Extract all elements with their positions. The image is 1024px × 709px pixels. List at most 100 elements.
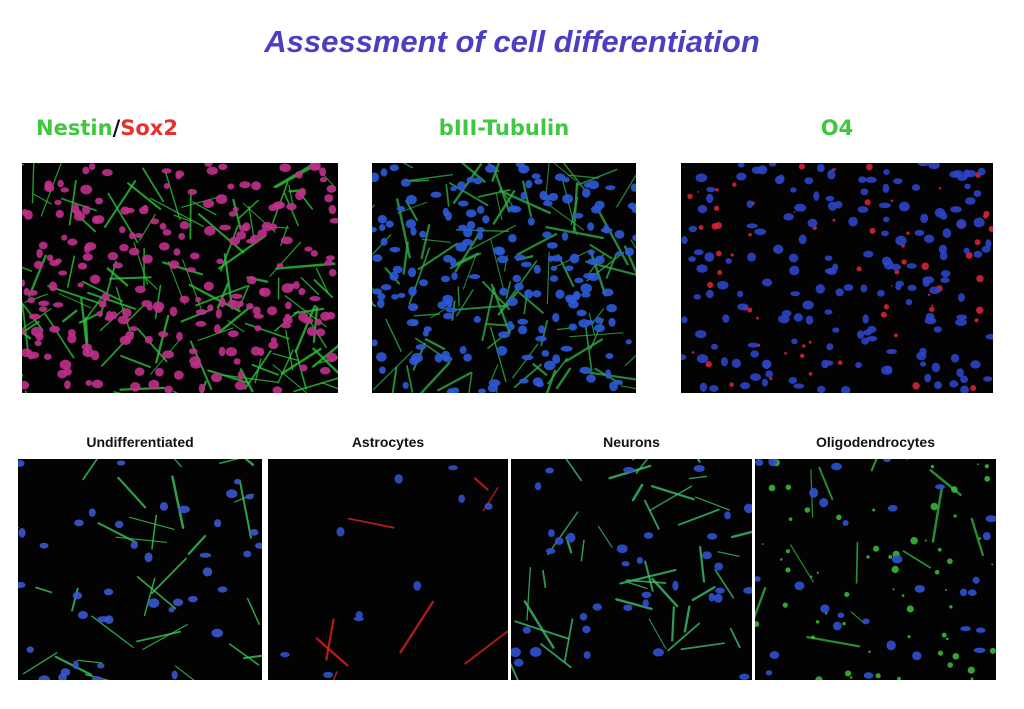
cell-detail bbox=[97, 663, 105, 669]
cell-detail bbox=[950, 354, 960, 363]
cell-detail bbox=[295, 190, 305, 201]
cell-detail bbox=[226, 489, 238, 499]
cell-detail bbox=[837, 360, 843, 366]
cell-detail bbox=[586, 374, 596, 383]
cell-detail bbox=[529, 647, 542, 657]
cell-detail bbox=[162, 350, 175, 359]
cell-detail bbox=[535, 335, 547, 342]
cell-detail bbox=[809, 575, 813, 578]
cell-detail bbox=[249, 529, 259, 536]
cell-detail bbox=[888, 554, 893, 559]
cell-detail bbox=[816, 163, 825, 173]
cell-detail bbox=[190, 252, 200, 260]
cell-detail bbox=[985, 515, 996, 523]
cell-detail bbox=[538, 325, 545, 334]
cell-detail bbox=[912, 382, 920, 390]
cell-detail bbox=[517, 325, 528, 335]
cell-detail bbox=[355, 611, 363, 618]
cell-detail bbox=[442, 294, 454, 305]
cell-detail bbox=[430, 191, 442, 198]
cell-detail bbox=[34, 340, 42, 347]
cell-detail bbox=[476, 205, 485, 214]
cell-detail bbox=[671, 606, 675, 642]
cell-detail bbox=[552, 354, 561, 364]
cell-detail bbox=[711, 222, 719, 230]
cell-detail bbox=[930, 502, 939, 511]
cell-detail bbox=[897, 676, 901, 680]
cell-detail bbox=[172, 598, 184, 607]
cell-detail bbox=[144, 552, 153, 563]
cell-detail bbox=[129, 231, 136, 240]
cell-detail bbox=[372, 339, 378, 347]
cell-detail bbox=[964, 183, 971, 190]
cell-detail bbox=[924, 317, 937, 325]
cell-detail bbox=[272, 364, 308, 393]
cell-detail bbox=[195, 320, 207, 327]
cell-detail bbox=[244, 350, 272, 390]
cell-detail bbox=[396, 205, 406, 212]
cell-detail bbox=[555, 367, 572, 390]
cell-detail bbox=[76, 659, 103, 664]
cell-detail bbox=[991, 563, 994, 566]
cell-detail bbox=[36, 248, 43, 259]
cell-detail bbox=[163, 183, 170, 189]
cell-detail bbox=[151, 514, 158, 550]
cell-detail bbox=[233, 358, 241, 365]
cell-detail bbox=[583, 272, 596, 279]
cell-detail bbox=[219, 225, 239, 272]
cell-detail bbox=[891, 555, 903, 564]
cell-detail bbox=[186, 267, 196, 273]
cell-detail bbox=[906, 231, 910, 235]
cell-detail bbox=[372, 172, 380, 183]
cell-detail bbox=[777, 174, 785, 184]
cell-detail bbox=[934, 569, 940, 575]
cell-detail bbox=[168, 606, 175, 613]
cell-detail bbox=[827, 169, 836, 180]
cell-detail bbox=[31, 163, 35, 204]
cell-detail bbox=[128, 247, 140, 256]
cell-detail bbox=[842, 519, 849, 526]
cell-detail bbox=[697, 191, 700, 193]
cell-detail bbox=[789, 265, 800, 276]
cell-detail bbox=[134, 367, 145, 376]
cell-detail bbox=[891, 565, 899, 574]
cell-detail bbox=[449, 252, 482, 269]
cell-detail bbox=[688, 256, 696, 262]
cell-detail bbox=[860, 188, 869, 196]
cell-detail bbox=[799, 353, 805, 359]
cell-detail bbox=[729, 382, 734, 387]
cell-detail bbox=[464, 630, 508, 665]
cell-detail bbox=[396, 201, 428, 214]
cell-detail bbox=[402, 241, 409, 275]
cell-detail bbox=[462, 238, 473, 246]
cell-detail bbox=[494, 247, 505, 256]
cell-detail bbox=[460, 163, 486, 183]
cell-detail bbox=[934, 207, 946, 218]
cell-detail bbox=[535, 381, 544, 388]
cell-detail bbox=[643, 499, 660, 530]
cell-detail bbox=[117, 476, 147, 509]
cell-detail bbox=[855, 541, 859, 584]
cell-detail bbox=[650, 485, 695, 501]
cell-detail bbox=[931, 304, 934, 307]
cell-detail bbox=[587, 180, 600, 190]
cell-detail bbox=[716, 280, 729, 290]
cell-detail bbox=[717, 551, 740, 557]
cell-detail bbox=[957, 293, 965, 302]
cell-detail bbox=[81, 343, 93, 351]
cell-detail bbox=[962, 169, 971, 178]
cell-detail bbox=[127, 182, 162, 210]
cell-detail bbox=[246, 302, 254, 310]
cell-detail bbox=[885, 365, 893, 374]
cell-detail bbox=[128, 305, 145, 321]
cell-detail bbox=[765, 370, 774, 378]
cell-detail bbox=[576, 309, 587, 317]
cell-detail bbox=[495, 192, 503, 221]
cell-detail bbox=[49, 325, 61, 333]
cell-detail bbox=[477, 189, 511, 198]
cell-detail bbox=[946, 558, 953, 565]
cell-detail bbox=[227, 330, 239, 338]
cell-detail bbox=[763, 359, 771, 370]
cell-detail bbox=[562, 163, 585, 190]
cell-detail bbox=[580, 539, 585, 562]
